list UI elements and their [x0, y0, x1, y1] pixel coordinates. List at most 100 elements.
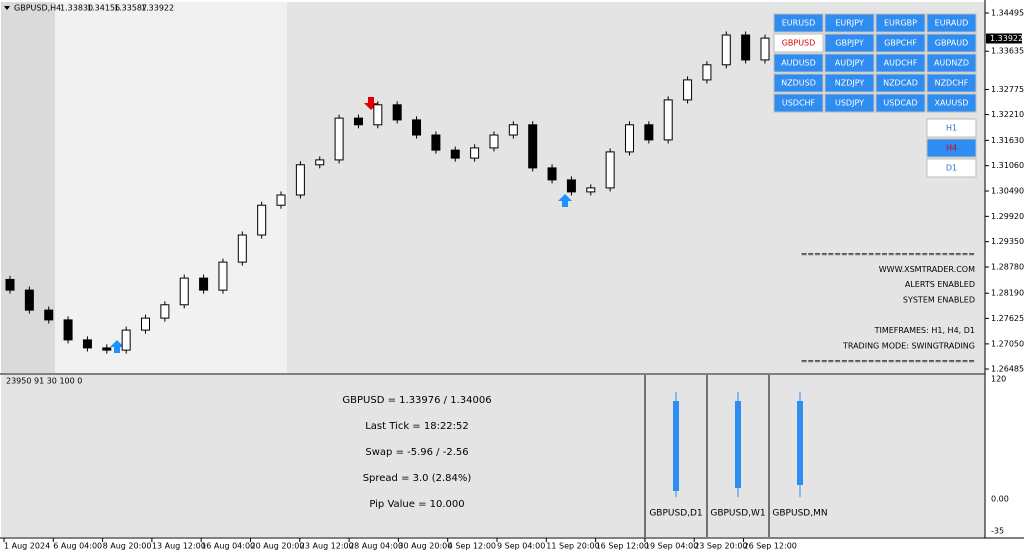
y-tick-label: 1.31630 [991, 136, 1024, 145]
y-tick-label: 1.32775 [991, 85, 1024, 94]
symbol-label: EURJPY [835, 19, 863, 28]
symbol-label: EURUSD [782, 19, 816, 28]
indicator-line: Spread = 3.0 (2.84%) [363, 473, 472, 484]
x-tick-label: 11 Sep 20:00 [546, 542, 599, 551]
candle-body [142, 318, 150, 330]
candle-body [122, 330, 130, 350]
candle-body [25, 290, 33, 310]
indicator-header: 23950 91 30 100 0 [6, 377, 82, 386]
info-line: ALERTS ENABLED [905, 280, 975, 289]
symbol-label: GBPUSD [782, 39, 816, 48]
candle-body [567, 180, 575, 192]
candle-body [64, 320, 72, 340]
symbol-label: NZDCHF [935, 79, 969, 88]
y-tick-label: 1.29350 [991, 237, 1024, 246]
mini-label: GBPUSD,D1 [649, 509, 702, 519]
indicator-line: Last Tick = 18:22:52 [365, 421, 469, 432]
timeframe-label: H1 [946, 124, 957, 133]
candle-body [258, 205, 266, 235]
symbol-label: AUDNZD [934, 59, 969, 68]
symbol-label: GBPCHF [884, 39, 917, 48]
candle-body [6, 279, 14, 290]
candle-body [432, 135, 440, 150]
symbol-label: XAUUSD [935, 99, 969, 108]
candle-body [548, 168, 556, 180]
symbol-label: GBPAUD [935, 39, 969, 48]
candle-body [200, 278, 208, 290]
symbol-label: NZDCAD [883, 79, 918, 88]
mini-candle [735, 401, 741, 488]
mini-label: GBPUSD,W1 [710, 509, 765, 519]
candle-body [316, 160, 324, 165]
y-tick-label: 1.27625 [991, 314, 1024, 323]
y-tick-label: 1.28780 [991, 263, 1024, 272]
symbol-label: AUDJPY [835, 59, 864, 68]
candle-body [742, 35, 750, 60]
candle-body [354, 118, 362, 125]
indicator-line: Pip Value = 10.000 [369, 499, 464, 510]
symbol-label: USDJPY [835, 99, 864, 108]
candle-body [45, 310, 53, 320]
symbol-label: NZDJPY [835, 79, 865, 88]
y-tick-label: 1.32210 [991, 110, 1024, 119]
x-tick-label: 23 Sep 20:00 [694, 542, 747, 551]
mini-label: GBPUSD,MN [772, 509, 827, 519]
indicator-line: GBPUSD = 1.33976 / 1.34006 [342, 395, 491, 406]
info-line: TIMEFRAMES: H1, H4, D1 [874, 326, 975, 335]
candle-body [606, 152, 614, 188]
candle-body [664, 100, 672, 140]
x-tick-label: 13 Aug 12:00 [152, 542, 206, 551]
x-tick-label: 1 Aug 2024 [4, 542, 50, 551]
x-tick-label: 23 Aug 12:00 [300, 542, 354, 551]
indicator-line: Swap = -5.96 / -2.56 [365, 447, 468, 458]
candle-body [490, 135, 498, 148]
symbol-label: GBPJPY [835, 39, 864, 48]
symbol-label: EURAUD [935, 19, 969, 28]
candle-body [587, 188, 595, 192]
candle-body [722, 35, 730, 65]
candle-body [83, 340, 91, 348]
x-tick-label: 6 Aug 04:00 [53, 542, 102, 551]
candle-body [471, 148, 479, 158]
candle-body [684, 80, 692, 100]
candle-body [219, 262, 227, 290]
indicator-axis-label: 120 [991, 375, 1006, 384]
x-tick-label: 30 Aug 20:00 [398, 542, 452, 551]
candle-body [296, 165, 304, 195]
candle-body [413, 120, 421, 135]
x-tick-label: 16 Sep 12:00 [596, 542, 649, 551]
timeframe-label: D1 [946, 164, 957, 173]
symbol-label: AUDCHF [884, 59, 918, 68]
candle-body [451, 150, 459, 158]
symbol-label: EURGBP [884, 19, 917, 28]
symbol-label: USDCHF [782, 99, 816, 108]
candle-body [180, 278, 188, 305]
candle-body [335, 118, 343, 160]
y-tick-label: 1.28190 [991, 289, 1024, 298]
y-tick-label: 1.33635 [991, 47, 1024, 56]
timeframe-label: H4 [946, 144, 957, 153]
info-line: WWW.XSMTRADER.COM [879, 265, 975, 274]
info-line: TRADING MODE: SWINGTRADING [842, 341, 975, 350]
info-line: ========================== [801, 250, 975, 259]
x-tick-label: 19 Sep 04:00 [645, 542, 698, 551]
y-tick-label: 1.29920 [991, 212, 1024, 221]
candle-body [161, 305, 169, 318]
info-line: ========================== [801, 357, 975, 366]
mini-candle [797, 401, 803, 485]
x-tick-label: 9 Sep 04:00 [497, 542, 545, 551]
y-tick-label: 1.31060 [991, 161, 1024, 170]
y-tick-label: 1.30490 [991, 187, 1024, 196]
candle-body [374, 105, 382, 125]
header-price: 1.33922 [141, 4, 174, 13]
x-tick-label: 28 Aug 04:00 [349, 542, 403, 551]
symbol-label: AUDUSD [781, 59, 816, 68]
indicator-axis-label: -35 [991, 527, 1004, 536]
chart-symbol: GBPUSD,H4 [14, 4, 61, 13]
candle-body [393, 105, 401, 120]
y-tick-label: 1.34495 [991, 9, 1024, 18]
y-tick-label: 1.27050 [991, 339, 1024, 348]
x-tick-label: 8 Aug 20:00 [103, 542, 152, 551]
shade [55, 2, 287, 373]
symbol-label: NZDUSD [781, 79, 816, 88]
